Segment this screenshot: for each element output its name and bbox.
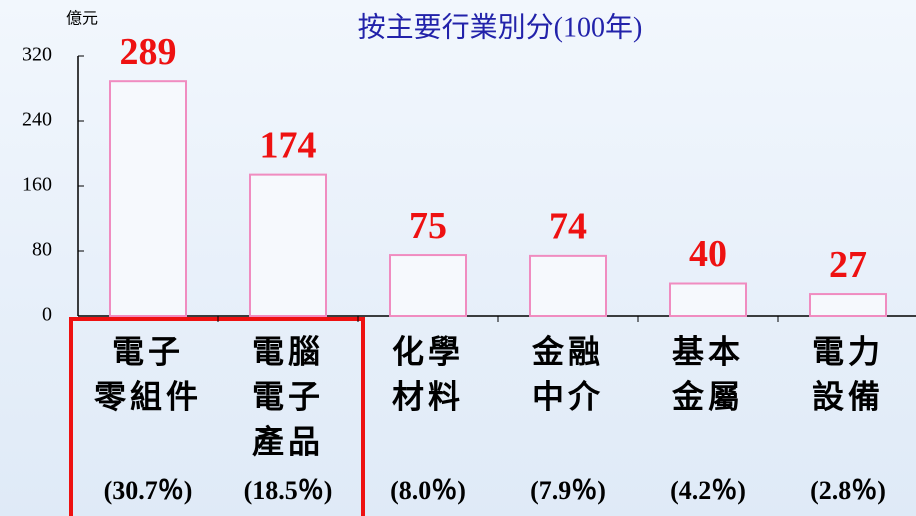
- x-tick-label: 產品: [252, 423, 324, 459]
- share-label: (8.0％): [390, 476, 466, 505]
- x-tick-label: 化學: [392, 333, 464, 369]
- share-label: (4.2％): [670, 476, 746, 505]
- x-tick-label: 設備: [812, 378, 884, 414]
- y-tick-label: 0: [42, 304, 52, 326]
- bar: [109, 80, 187, 317]
- y-tick-label: 320: [22, 44, 52, 66]
- bar: [249, 173, 327, 317]
- y-tick-label: 80: [32, 239, 52, 261]
- value-label: 174: [260, 124, 317, 166]
- x-tick-label: 中介: [532, 378, 604, 414]
- value-label: 289: [120, 31, 177, 73]
- highlight-box: [69, 317, 365, 516]
- x-tick-label: 金融: [531, 333, 604, 369]
- bar: [529, 254, 607, 317]
- bar: [669, 282, 747, 317]
- value-label: 27: [829, 244, 867, 286]
- share-label: (7.9％): [530, 476, 606, 505]
- share-label: (30.7％): [104, 476, 193, 505]
- share-label: (2.8％): [810, 476, 886, 505]
- value-label: 40: [689, 233, 727, 275]
- value-label: 75: [409, 205, 447, 247]
- share-label: (18.5％): [244, 476, 333, 505]
- x-tick-label: 電子: [112, 333, 184, 369]
- y-tick-label: 160: [22, 174, 52, 196]
- chart-title: 按主要行業別分(100年): [358, 11, 643, 43]
- value-label: 74: [549, 206, 587, 248]
- x-tick-label: 電腦: [252, 333, 324, 369]
- x-tick-label: 金屬: [671, 378, 744, 414]
- bar: [809, 293, 887, 317]
- x-tick-label: 電力: [812, 333, 884, 369]
- x-tick-label: 電子: [252, 378, 324, 414]
- y-axis-label: 億元: [66, 10, 98, 28]
- x-tick-label: 零組件: [94, 378, 202, 414]
- bar: [389, 254, 467, 317]
- y-tick-label: 240: [22, 109, 52, 131]
- x-tick-label: 基本: [672, 333, 744, 369]
- x-tick-label: 材料: [392, 378, 464, 414]
